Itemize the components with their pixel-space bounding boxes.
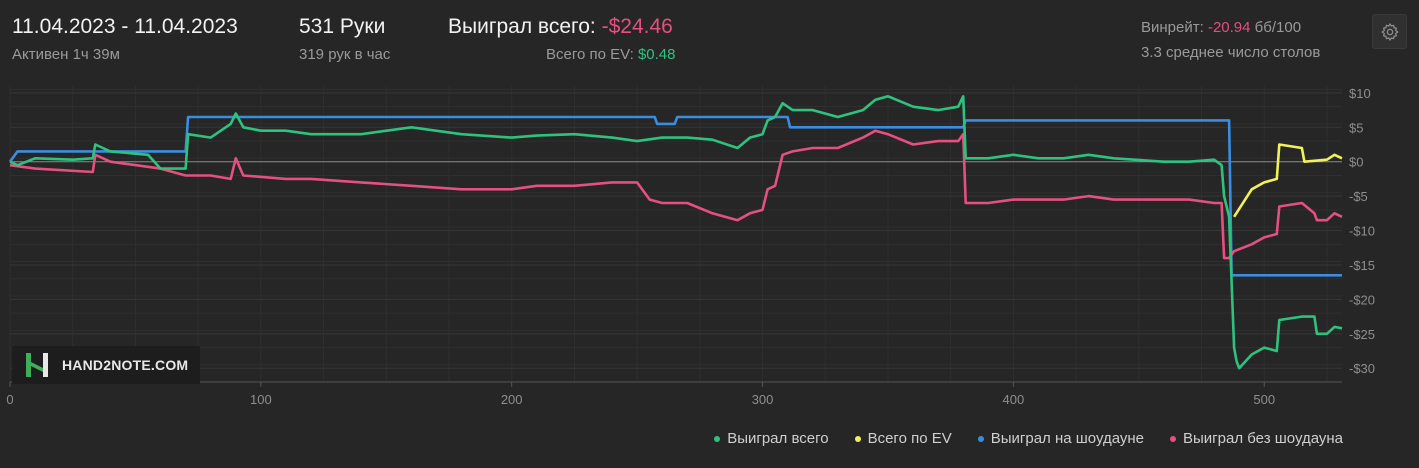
y-tick-label: $5	[1349, 120, 1363, 135]
x-tick-label: 400	[1003, 392, 1025, 407]
legend-item-2[interactable]: Всего по EV	[854, 430, 952, 447]
legend-dot	[1170, 435, 1177, 442]
gear-icon	[1380, 22, 1399, 41]
date-range[interactable]: 11.04.2023 - 11.04.2023	[12, 15, 238, 38]
x-tick-label: 300	[752, 392, 774, 407]
hands-per-hour: 319 рук в час	[299, 46, 391, 63]
legend-label: Выиграл без шоудауна	[1183, 430, 1343, 447]
x-tick-label: 0	[6, 392, 13, 407]
chart-grid	[9, 86, 1342, 383]
logo-text: HAND2NOTE.COM	[62, 357, 189, 373]
won-total: Выиграл всего: -$24.46	[448, 15, 673, 39]
hands-count: 531 Руки	[299, 15, 386, 38]
settings-button[interactable]	[1372, 14, 1407, 49]
y-tick-label: -$20	[1349, 292, 1375, 307]
winrate: Винрейт: -20.94 бб/100	[1141, 19, 1301, 36]
legend-item-1[interactable]: Выиграл всего	[714, 430, 829, 447]
chart-legend: Выиграл всего Всего по EV Выиграл на шоуда…	[714, 430, 1343, 447]
y-tick-label: $0	[1349, 155, 1363, 170]
y-tick-label: -$5	[1349, 189, 1368, 204]
ev-total: Всего по EV: $0.48	[546, 46, 675, 63]
legend-label: Всего по EV	[867, 430, 952, 447]
hand2note-logo: HAND2NOTE.COM	[12, 346, 200, 384]
legend-label: Выиграл на шоудауне	[990, 430, 1145, 447]
legend-label: Выиграл всего	[727, 430, 829, 447]
x-tick-label: 500	[1253, 392, 1275, 407]
ev-label: Всего по EV:	[546, 46, 634, 63]
x-tick-label: 100	[250, 392, 272, 407]
series-line-4	[9, 129, 1343, 260]
ev-value: $0.48	[637, 46, 676, 63]
y-tick-label: -$30	[1349, 361, 1375, 376]
legend-dot	[977, 435, 984, 442]
won-total-value: -$24.46	[601, 15, 673, 38]
x-axis-labels: 0 100 200 300 400 500	[6, 382, 1275, 407]
y-tick-label: -$15	[1349, 258, 1375, 273]
winrate-label: Винрейт:	[1141, 19, 1204, 36]
series-line-1	[9, 95, 1343, 370]
series-line-3	[8, 115, 1342, 277]
series-line-2	[1233, 143, 1343, 218]
y-axis-labels: $10 $5 $0 -$5 -$10 -$15 -$20 -$25 -$30	[1349, 86, 1375, 376]
legend-dot	[714, 435, 721, 442]
winrate-unit: бб/100	[1254, 19, 1302, 36]
chart-series	[8, 95, 1343, 370]
y-tick-label: -$25	[1349, 327, 1375, 342]
y-tick-label: -$10	[1349, 224, 1375, 239]
won-total-label: Выиграл всего:	[448, 15, 596, 38]
logo-icon	[26, 353, 48, 377]
y-tick-label: $10	[1349, 86, 1371, 101]
x-tick-label: 200	[501, 392, 523, 407]
legend-dot	[854, 435, 861, 442]
avg-tables: 3.3 среднее число столов	[1141, 44, 1321, 61]
winrate-value: -20.94	[1207, 19, 1251, 36]
active-time: Активен 1ч 39м	[12, 46, 120, 63]
legend-item-4[interactable]: Выиграл без шоудауна	[1170, 430, 1343, 447]
legend-item-3[interactable]: Выиграл на шоудауне	[977, 430, 1145, 447]
